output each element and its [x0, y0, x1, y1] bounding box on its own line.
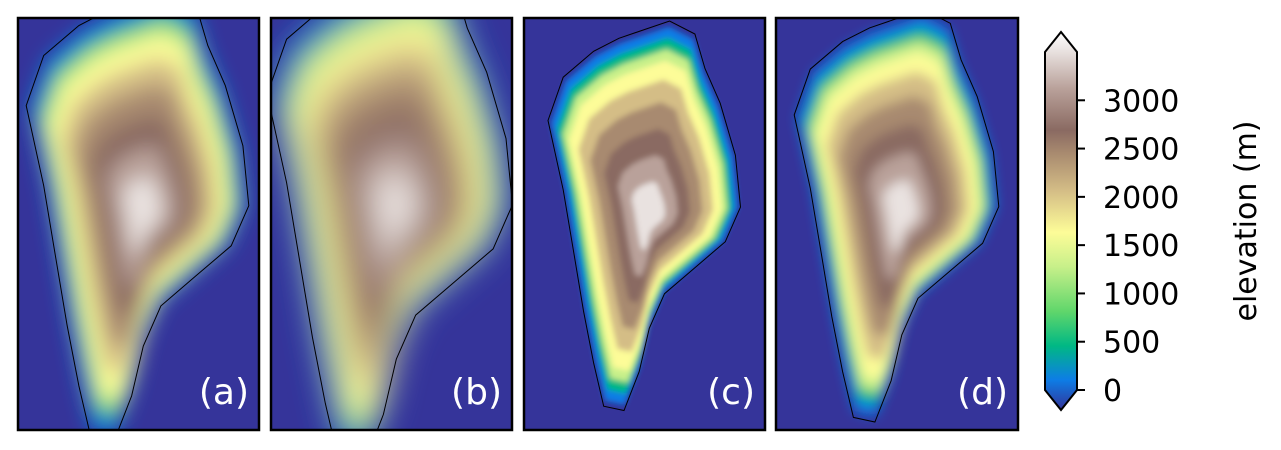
elevation-field — [271, 18, 510, 430]
colorbar-tick-label: 1500 — [1103, 229, 1179, 264]
map-panel-coarse-smooth: (a) — [16, 16, 261, 432]
elevation-field — [551, 26, 738, 405]
panel-label: (c) — [707, 372, 755, 413]
panel-label: (b) — [451, 372, 502, 413]
panel-frame — [269, 16, 514, 432]
colorbar-tick-label: 1000 — [1103, 277, 1179, 312]
colorbar-tick-label: 2000 — [1103, 181, 1179, 216]
colorbar-tick-label: 0 — [1103, 374, 1122, 409]
map-panel-intermediate: (d) — [774, 16, 1020, 432]
panel-label: (d) — [957, 372, 1008, 413]
colorbar-tick-label: 3000 — [1103, 84, 1179, 119]
colorbar-tick-label: 500 — [1103, 326, 1160, 361]
elevation-field — [29, 18, 246, 430]
colorbar-tick-label: 2500 — [1103, 133, 1179, 168]
panel-frame — [522, 16, 767, 432]
panel-label: (a) — [199, 372, 249, 413]
coastline-contour — [271, 18, 512, 430]
elevation-field — [797, 18, 996, 416]
map-panels: (a) (b) (c) (d) — [16, 16, 1020, 432]
panel-frame — [16, 16, 261, 432]
map-panel-high-resolution: (c) — [522, 16, 767, 432]
colorbar-title: elevation (m) — [1229, 120, 1264, 321]
panel-frame — [774, 16, 1020, 432]
coastline-contour — [793, 18, 1000, 423]
map-panel-smoothest: (b) — [269, 16, 514, 432]
coastline-contour — [25, 18, 250, 430]
colorbar-bar — [1044, 30, 1078, 412]
coastline-contour — [547, 20, 742, 412]
elevation-colorbar: 0 500 1000 1500 2000 2500 3000 elevation (m) — [1044, 30, 1264, 412]
